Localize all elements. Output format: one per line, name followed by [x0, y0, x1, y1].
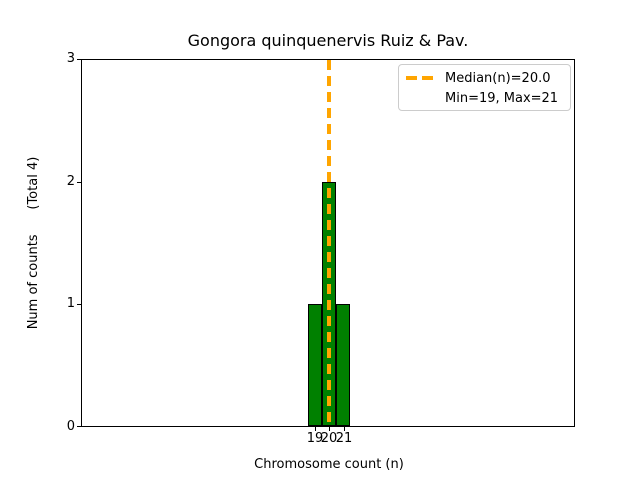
legend: Median(n)=20.0 Min=19, Max=21 [398, 64, 571, 111]
x-tick-label-21: 21 [335, 431, 353, 446]
y-tick-label-3: 3 [66, 51, 75, 66]
legend-label-minmax: Min=19, Max=21 [445, 90, 559, 106]
y-tick-label-2: 2 [66, 174, 75, 189]
y-tick-label-0: 0 [66, 419, 75, 434]
x-tick-19 [315, 427, 316, 431]
y-tick-2 [77, 182, 81, 183]
legend-label-median: Median(n)=20.0 [445, 70, 551, 86]
legend-row-minmax: Min=19, Max=21 [406, 88, 563, 108]
bar-n19 [308, 304, 322, 426]
y-tick-3 [77, 59, 81, 60]
median-line-legend-marker [406, 76, 433, 80]
x-axis-label: Chromosome count (n) [254, 457, 404, 472]
plot-area [81, 59, 575, 427]
y-axis-label: Num of counts (Total 4) [26, 156, 41, 330]
x-tick-label-19: 19 [306, 431, 324, 446]
x-tick-21 [344, 427, 345, 431]
chart-title: Gongora quinquenervis Ruiz & Pav. [187, 31, 469, 50]
y-tick-0 [77, 426, 81, 427]
legend-row-median: Median(n)=20.0 [406, 68, 563, 88]
median-line [327, 60, 331, 426]
x-tick-label-20: 20 [320, 431, 338, 446]
y-tick-1 [77, 304, 81, 305]
y-tick-label-1: 1 [66, 296, 75, 311]
bar-n21 [336, 304, 350, 426]
x-tick-20 [329, 427, 330, 431]
